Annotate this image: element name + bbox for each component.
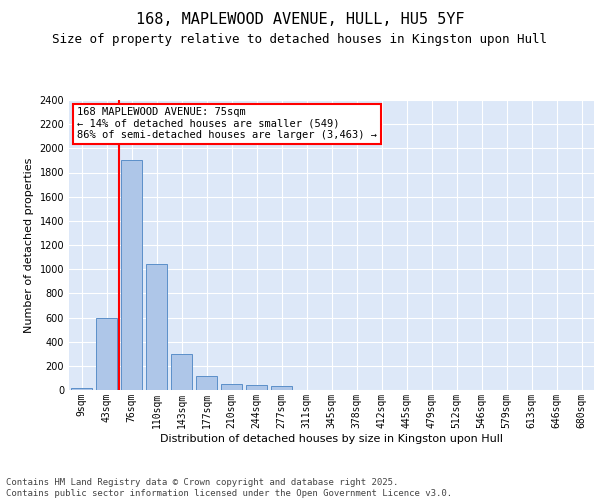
Bar xyxy=(146,264,167,390)
Text: 168, MAPLEWOOD AVENUE, HULL, HU5 5YF: 168, MAPLEWOOD AVENUE, HULL, HU5 5YF xyxy=(136,12,464,28)
Text: Contains HM Land Registry data © Crown copyright and database right 2025.
Contai: Contains HM Land Registry data © Crown c… xyxy=(6,478,452,498)
Bar xyxy=(246,385,267,390)
X-axis label: Distribution of detached houses by size in Kingston upon Hull: Distribution of detached houses by size … xyxy=(160,434,503,444)
Bar xyxy=(271,386,292,390)
Bar xyxy=(121,160,142,390)
Y-axis label: Number of detached properties: Number of detached properties xyxy=(24,158,34,332)
Bar xyxy=(96,318,117,390)
Bar xyxy=(71,388,92,390)
Text: 168 MAPLEWOOD AVENUE: 75sqm
← 14% of detached houses are smaller (549)
86% of se: 168 MAPLEWOOD AVENUE: 75sqm ← 14% of det… xyxy=(77,108,377,140)
Text: Size of property relative to detached houses in Kingston upon Hull: Size of property relative to detached ho… xyxy=(53,32,548,46)
Bar xyxy=(171,354,192,390)
Bar xyxy=(196,376,217,390)
Bar xyxy=(221,384,242,390)
